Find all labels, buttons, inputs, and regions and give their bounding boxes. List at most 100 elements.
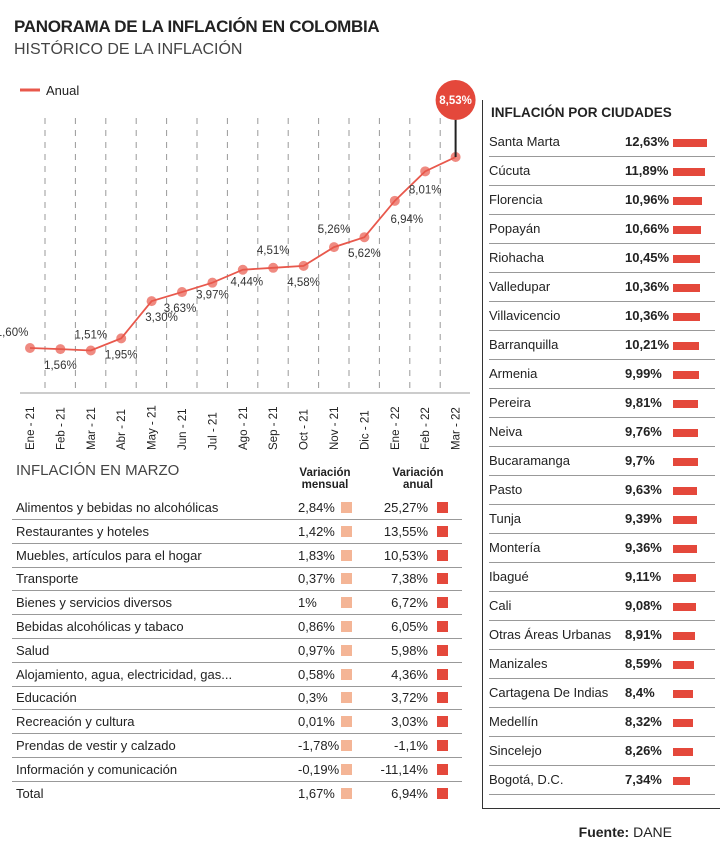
city-row: Medellín 8,32%: [489, 708, 715, 737]
row-divider: [489, 678, 715, 679]
city-name: Cúcuta: [489, 163, 531, 178]
city-name: Manizales: [489, 656, 548, 671]
table-row: Prendas de vestir y calzado -1,78% -1,1%: [12, 734, 462, 758]
x-tick-label: Mar - 22: [451, 407, 463, 450]
x-tick-label: Mar - 21: [86, 407, 98, 450]
city-value: 9,63%: [625, 482, 662, 497]
table-row: Alojamiento, agua, electricidad, gas... 0…: [12, 663, 462, 687]
city-value: 10,21%: [625, 337, 670, 352]
city-row: Cali 9,08%: [489, 592, 715, 621]
city-row: Neiva 9,76%: [489, 418, 715, 447]
category-name: Alojamiento, agua, electricidad, gas...: [16, 666, 233, 682]
city-row: Cúcuta 11,89%: [489, 157, 715, 186]
city-name: Montería: [489, 540, 541, 555]
city-row: Florencia 10,96%: [489, 186, 715, 215]
mensual-value: -0,19%: [298, 761, 340, 777]
anual-marker: [437, 668, 448, 680]
city-value: 9,76%: [625, 424, 662, 439]
anual-marker: [437, 716, 448, 728]
row-divider: [489, 272, 715, 273]
row-divider: [489, 504, 715, 505]
city-value: 9,39%: [625, 511, 662, 526]
city-name: Barranquilla: [489, 337, 559, 352]
table-row: Educación 0,3% 3,72%: [12, 686, 462, 711]
series-line: [29, 156, 456, 352]
table-row: Bienes y servicios diversos 1% 6,72%: [12, 591, 462, 616]
city-bar: [673, 661, 695, 669]
mensual-value: 1%: [298, 595, 317, 611]
anual-value: -11,14%: [380, 761, 428, 777]
city-bar: [673, 777, 691, 785]
page-subtitle: HISTÓRICO DE LA INFLACIÓN: [14, 41, 243, 58]
anual-value: 13,55%: [383, 523, 428, 539]
city-row: Riohacha 10,45%: [489, 244, 715, 273]
category-name: Muebles, artículos para el hogar: [16, 547, 202, 563]
city-value: 9,81%: [625, 395, 662, 410]
city-row: Otras Áreas Urbanas 8,91%: [489, 621, 715, 650]
city-bar: [673, 516, 697, 524]
row-divider: [12, 519, 462, 520]
city-value: 9,36%: [625, 540, 662, 555]
category-name: Información y comunicación: [16, 761, 178, 777]
page-title: PANORAMA DE LA INFLACIÓN EN COLOMBIA: [14, 17, 380, 36]
city-row: Villavicencio 10,36%: [489, 302, 715, 331]
city-row: Popayán 10,66%: [489, 215, 715, 244]
data-point: [389, 195, 400, 206]
data-label: 1,51%: [74, 329, 107, 341]
cities-panel: INFLACIÓN POR CIUDADES Santa Marta 12,63%…: [482, 100, 720, 809]
city-name: Tunja: [489, 511, 522, 526]
row-divider: [12, 590, 462, 592]
city-name: Valledupar: [489, 279, 551, 294]
city-row: Santa Marta 12,63%: [489, 128, 715, 157]
city-name: Santa Marta: [489, 134, 560, 149]
city-name: Cartagena De Indias: [489, 685, 609, 700]
anual-marker: [437, 692, 448, 704]
city-bar: [673, 429, 698, 437]
anual-marker: [437, 763, 448, 775]
city-name: Ibagué: [489, 569, 529, 584]
x-tick-label: Jun - 21: [177, 408, 189, 450]
category-name: Restaurantes y hoteles: [16, 523, 149, 539]
data-label: 3,97%: [196, 290, 229, 302]
row-divider: [12, 661, 462, 663]
row-divider: [489, 649, 715, 650]
city-value: 11,89%: [625, 163, 669, 178]
city-value: 9,7%: [625, 453, 655, 468]
city-value: 10,36%: [625, 308, 670, 323]
x-tick-label: Dic - 21: [359, 410, 371, 450]
row-divider: [12, 733, 462, 735]
row-divider: [489, 301, 715, 302]
anual-marker: [437, 573, 448, 585]
mensual-value: 0,97%: [298, 642, 335, 658]
city-value: 8,4%: [625, 685, 655, 700]
data-label: 1,60%: [0, 327, 28, 339]
city-name: Cali: [489, 598, 512, 613]
anual-value: 6,72%: [391, 595, 428, 611]
x-tick-label: Oct - 21: [299, 409, 311, 450]
city-value: 10,96%: [625, 192, 670, 207]
mensual-marker: [341, 573, 352, 585]
row-divider: [12, 709, 462, 711]
x-tick-label: Ene - 22: [390, 407, 402, 450]
table-row: Información y comunicación -0,19% -11,14%: [12, 758, 462, 782]
mensual-marker: [341, 692, 352, 704]
row-divider: [489, 330, 715, 331]
city-name: Bogotá, D.C.: [489, 772, 564, 787]
cities-title: INFLACIÓN POR CIUDADES: [491, 105, 672, 120]
col-header-mensual: Variación mensual: [299, 467, 351, 491]
mensual-marker: [341, 668, 352, 680]
mensual-value: 0,01%: [298, 714, 335, 730]
anual-marker: [437, 644, 448, 656]
x-tick-label: Ago - 21: [238, 407, 250, 450]
table-row: Alimentos y bebidas no alcohólicas 2,84% 2…: [12, 496, 462, 520]
mensual-marker: [341, 740, 352, 751]
city-bar: [673, 226, 701, 234]
anual-value: 6,94%: [391, 785, 428, 801]
city-name: Medellín: [489, 714, 539, 729]
city-value: 12,63%: [625, 134, 670, 149]
data-label: 6,94%: [390, 214, 423, 226]
category-name: Bienes y servicios diversos: [16, 595, 173, 611]
data-point: [420, 166, 431, 177]
anual-value: 3,72%: [391, 690, 428, 706]
